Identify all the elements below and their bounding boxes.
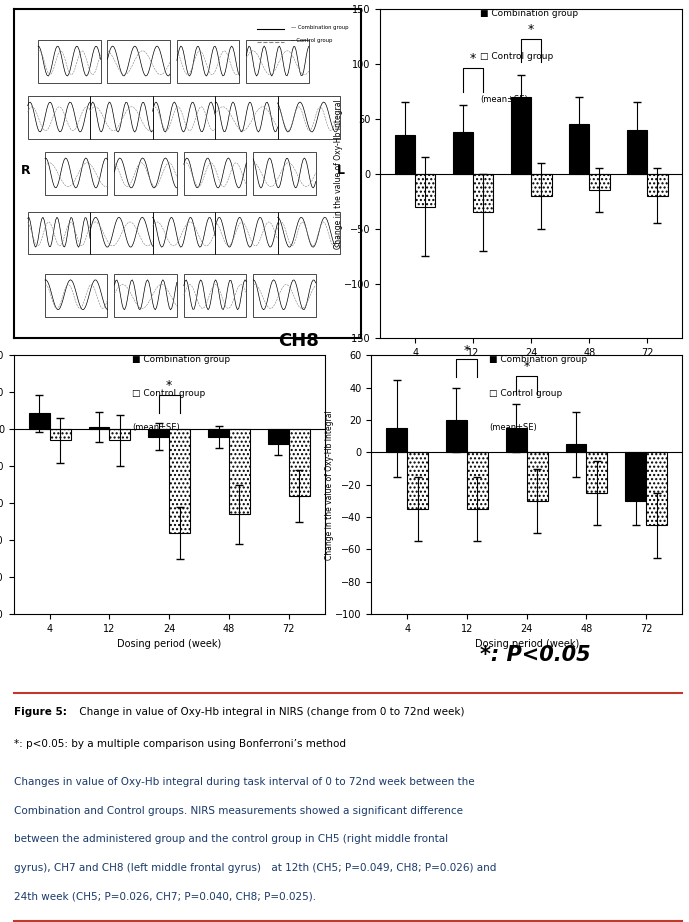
- Bar: [107, 41, 170, 83]
- Bar: [208, 430, 229, 437]
- Bar: [453, 132, 473, 174]
- Text: *: *: [524, 360, 530, 372]
- Bar: [415, 174, 435, 207]
- Text: (mean±SE): (mean±SE): [132, 422, 180, 431]
- Bar: [28, 97, 90, 139]
- Bar: [246, 41, 309, 83]
- Text: CH5: CH5: [290, 0, 331, 3]
- Bar: [152, 97, 215, 139]
- Text: *: *: [166, 380, 172, 393]
- Bar: [148, 430, 169, 437]
- Bar: [626, 453, 646, 501]
- X-axis label: Dosing period (week): Dosing period (week): [479, 363, 584, 373]
- Y-axis label: Change in the value of Oxy-Hb integral: Change in the value of Oxy-Hb integral: [333, 99, 342, 249]
- Text: *: *: [464, 344, 470, 357]
- Bar: [395, 136, 415, 174]
- Text: Combination and Control groups. NIRS measurements showed a significant differenc: Combination and Control groups. NIRS mea…: [14, 806, 463, 816]
- Bar: [506, 428, 526, 453]
- Text: □ Control group: □ Control group: [480, 52, 553, 61]
- Text: L: L: [336, 164, 344, 177]
- Bar: [229, 430, 250, 514]
- Text: ■ Combination group: ■ Combination group: [489, 356, 588, 364]
- Bar: [88, 427, 110, 430]
- Bar: [586, 453, 608, 493]
- Y-axis label: Change in the value of Oxy-Hb integral: Change in the value of Oxy-Hb integral: [325, 410, 333, 560]
- Text: ■ Combination group: ■ Combination group: [132, 356, 230, 364]
- Bar: [38, 41, 101, 83]
- Text: — Combination group: — Combination group: [291, 25, 349, 30]
- Bar: [467, 453, 488, 509]
- Bar: [215, 97, 278, 139]
- Text: *: p<0.05: by a multiple comparison using Bonferroni’s method: *: p<0.05: by a multiple comparison usin…: [14, 739, 346, 750]
- Bar: [169, 430, 190, 533]
- Bar: [531, 174, 551, 195]
- Bar: [627, 130, 647, 174]
- Text: 24th week (CH5; P=0.026, CH7; P=0.040, CH8; P=0.025).: 24th week (CH5; P=0.026, CH7; P=0.040, C…: [14, 892, 316, 902]
- Text: (mean±SE): (mean±SE): [489, 422, 537, 431]
- Text: (mean±SE): (mean±SE): [480, 95, 528, 104]
- Bar: [184, 274, 246, 317]
- Bar: [278, 212, 340, 254]
- Text: R: R: [21, 164, 30, 177]
- Bar: [215, 212, 278, 254]
- Text: Changes in value of Oxy-Hb integral during task interval of 0 to 72nd week betwe: Changes in value of Oxy-Hb integral duri…: [14, 777, 475, 787]
- Text: □ Control group: □ Control group: [489, 389, 563, 398]
- Bar: [387, 428, 407, 453]
- Bar: [589, 174, 610, 190]
- Bar: [566, 444, 586, 453]
- Bar: [177, 41, 239, 83]
- Bar: [407, 453, 428, 509]
- Bar: [511, 97, 531, 174]
- Bar: [45, 274, 107, 317]
- Text: Change in value of Oxy-Hb integral in NIRS (change from 0 to 72nd week): Change in value of Oxy-Hb integral in NI…: [76, 707, 464, 717]
- Bar: [29, 413, 50, 430]
- X-axis label: Dosing period (week): Dosing period (week): [117, 640, 221, 649]
- Bar: [647, 174, 668, 195]
- Bar: [45, 152, 107, 195]
- Text: *: P<0.05: *: P<0.05: [480, 645, 590, 665]
- Bar: [254, 152, 316, 195]
- Text: □ Control group: □ Control group: [132, 389, 205, 398]
- X-axis label: Dosing period (week): Dosing period (week): [475, 640, 579, 649]
- Bar: [50, 430, 70, 441]
- Bar: [114, 274, 177, 317]
- Text: Figure 5:: Figure 5:: [14, 707, 67, 717]
- Bar: [473, 174, 493, 212]
- Text: CH8: CH8: [278, 332, 319, 350]
- Text: gyrus), CH7 and CH8 (left middle frontal gyrus) at 12th (CH5; P=0.049, CH8; P=0.: gyrus), CH7 and CH8 (left middle frontal…: [14, 863, 496, 873]
- Bar: [278, 97, 340, 139]
- Bar: [446, 420, 467, 453]
- Bar: [28, 212, 90, 254]
- Bar: [90, 212, 152, 254]
- Bar: [268, 430, 289, 444]
- Bar: [254, 274, 316, 317]
- Text: between the administered group and the control group in CH5 (right middle fronta: between the administered group and the c…: [14, 834, 448, 845]
- Bar: [569, 124, 589, 174]
- Bar: [110, 430, 130, 441]
- Bar: [152, 212, 215, 254]
- Bar: [90, 97, 152, 139]
- Text: *: *: [528, 22, 535, 36]
- Bar: [289, 430, 309, 496]
- Bar: [184, 152, 246, 195]
- Text: *: *: [470, 53, 476, 65]
- Bar: [526, 453, 548, 501]
- Bar: [646, 453, 667, 526]
- Text: ■ Combination group: ■ Combination group: [480, 9, 578, 18]
- Bar: [114, 152, 177, 195]
- Text: -- Control group: -- Control group: [291, 38, 333, 43]
